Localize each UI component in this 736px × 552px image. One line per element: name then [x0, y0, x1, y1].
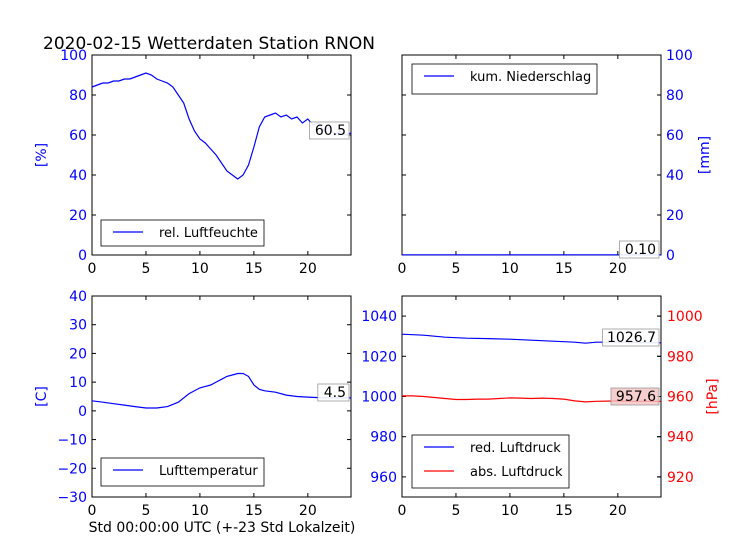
x-tick-label: 0 — [398, 503, 407, 519]
value-annotation-box — [602, 328, 660, 347]
x-tick-label: 0 — [88, 261, 97, 277]
panel-precipitation: 0 5 10 15 20 0 20 40 60 80 100 [mm] 0.10 kum. Nieders… — [398, 48, 713, 277]
y-tick-label: 80 — [69, 88, 87, 104]
x-tick-label: 10 — [501, 261, 519, 277]
x-tick-label: 5 — [451, 503, 460, 519]
y-tick-label: 0 — [666, 248, 675, 264]
x-tick-label: 0 — [88, 503, 97, 519]
x-tick-label: 15 — [555, 503, 573, 519]
y-axis-label: [%] — [34, 143, 50, 167]
value-annotation: 0.10 — [625, 242, 656, 258]
legend-entry: red. Luftdruck — [470, 441, 561, 456]
y-tick-label: 0 — [78, 404, 87, 420]
y-tick-label: 960 — [370, 470, 397, 486]
panel-pressure: 0 5 10 15 20 960 980 1000 1020 1040 920 940 960 980 10… — [361, 295, 721, 519]
x-tick-label: 20 — [299, 261, 317, 277]
legend-box — [411, 434, 570, 489]
y-tick-label: 0 — [78, 248, 87, 264]
y2-tick-label: 980 — [667, 349, 694, 365]
y-tick-label: 30 — [69, 318, 87, 334]
x-tick-label: 5 — [141, 503, 150, 519]
y-tick-label: 100 — [60, 48, 87, 64]
y-tick-label: 1000 — [361, 390, 397, 406]
y-tick-label: 40 — [69, 168, 87, 184]
value-annotation-box — [610, 387, 660, 406]
legend-entry: Lufttemperatur — [159, 464, 258, 479]
y-tick-label: 1020 — [361, 349, 397, 365]
x-tick-label: 0 — [398, 261, 407, 277]
y-tick-label: 20 — [69, 208, 87, 224]
y2-tick-label: 940 — [667, 430, 694, 446]
y2-axis-label: [hPa] — [705, 378, 721, 414]
series-line-temperature-0 — [91, 372, 351, 409]
panel-humidity: 0 5 10 15 20 0 20 40 60 80 100 [%] 60.5 rel. Luftfeuc… — [34, 48, 352, 277]
legend-entry: rel. Luftfeuchte — [159, 226, 258, 241]
panel-temperature: 0 5 10 15 20 −30 −20 −10 0 10 20 30 40 [C] 4.5 Lufttemp… — [34, 289, 352, 519]
x-tick-label: 5 — [141, 261, 150, 277]
y-tick-label: 80 — [666, 88, 684, 104]
y-tick-label: 60 — [666, 128, 684, 144]
x-tick-label: 15 — [245, 503, 263, 519]
y-tick-label: 100 — [666, 48, 693, 64]
figure-title: 2020-02-15 Wetterdaten Station RNON — [43, 34, 375, 54]
y-tick-label: 40 — [666, 168, 684, 184]
legend-entry: kum. Niederschlag — [470, 70, 591, 85]
value-annotation: 1026.7 — [607, 330, 656, 346]
y-tick-label: 1040 — [361, 309, 397, 325]
x-axis-label: Std 00:00:00 UTC (+-23 Std Lokalzeit) — [89, 520, 356, 536]
y2-tick-label: 920 — [667, 470, 694, 486]
y2-tick-label: 960 — [667, 390, 694, 406]
value-annotation-box — [619, 240, 660, 259]
y-axis-label: [mm] — [697, 136, 713, 174]
legend-box — [100, 457, 265, 487]
y-tick-label: 20 — [666, 208, 684, 224]
x-tick-label: 10 — [191, 503, 209, 519]
y-tick-label: 40 — [69, 289, 87, 305]
legend-box — [100, 219, 265, 247]
y-tick-label: 980 — [370, 430, 397, 446]
legend-entry: abs. Luftdruck — [470, 465, 563, 480]
y2-tick-label: 1000 — [667, 309, 703, 325]
x-tick-label: 5 — [451, 261, 460, 277]
x-tick-label: 15 — [245, 261, 263, 277]
x-tick-label: 10 — [501, 503, 519, 519]
y-tick-label: 60 — [69, 128, 87, 144]
x-tick-label: 20 — [609, 261, 627, 277]
value-annotation: 60.5 — [315, 123, 346, 139]
y-tick-label: −10 — [57, 433, 87, 449]
value-annotation-box — [317, 383, 350, 402]
x-tick-label: 20 — [609, 503, 627, 519]
y-axis-label: [C] — [34, 386, 50, 407]
x-tick-label: 20 — [299, 503, 317, 519]
y-tick-label: −30 — [57, 490, 87, 506]
series-line-humidity-0 — [91, 72, 352, 180]
value-annotation: 957.6 — [616, 389, 656, 405]
temperature-frame — [91, 295, 352, 498]
legend-box — [411, 63, 598, 95]
x-tick-label: 15 — [555, 261, 573, 277]
value-annotation: 4.5 — [324, 385, 346, 401]
x-tick-label: 10 — [191, 261, 209, 277]
humidity-frame — [91, 54, 352, 256]
y-tick-label: 20 — [69, 346, 87, 362]
y-tick-label: 10 — [69, 375, 87, 391]
value-annotation-box — [308, 121, 350, 140]
y-tick-label: −20 — [57, 461, 87, 477]
